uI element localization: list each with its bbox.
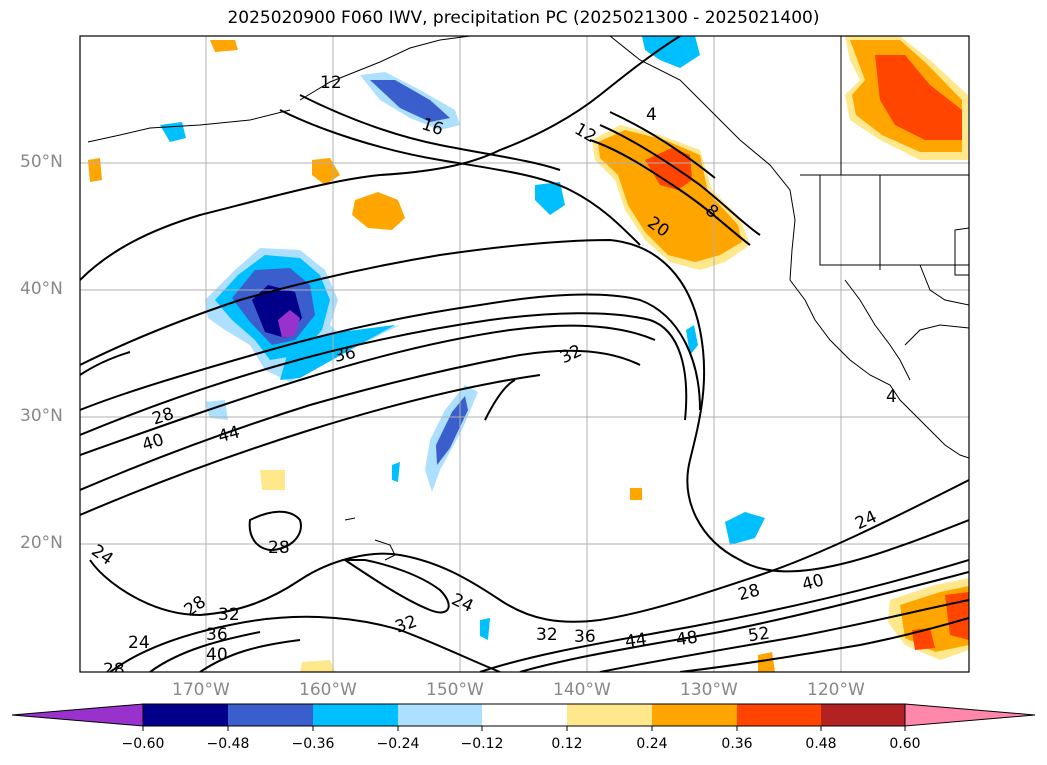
longitude-label: 120°W: [807, 680, 865, 700]
colorbar-segment: [821, 704, 905, 726]
map-frame: [79, 35, 970, 673]
latitude-label: 50°N: [20, 152, 63, 172]
colorbar: [11, 703, 1036, 731]
colorbar-tick-label: −0.60: [121, 736, 165, 752]
colorbar-tick-label: −0.12: [460, 736, 504, 752]
contour-label: 36: [206, 625, 228, 645]
colorbar-tick-label: 0.48: [805, 736, 837, 752]
map-title: 2025020900 F060 IWV, precipitation PC (2…: [227, 8, 820, 28]
contour-label: 28: [268, 538, 290, 558]
contour-label: 32: [536, 625, 558, 645]
iwv-contours: [80, 36, 969, 672]
colorbar-extend-max: [904, 703, 1036, 727]
contour-label: 28: [103, 660, 125, 680]
colorbar-segment: [143, 704, 228, 726]
longitude-label: 150°W: [426, 680, 484, 700]
longitude-label: 140°W: [553, 680, 611, 700]
contour-label: 4: [646, 105, 657, 125]
contour-label: 40: [206, 645, 228, 665]
map-panel: 12 16 12 4 8 20 36 32 28 40 44 24 28 24 …: [80, 36, 969, 680]
longitude-label: 160°W: [299, 680, 357, 700]
contour-label: 48: [675, 627, 699, 650]
colorbar-tick-label: 0.60: [889, 736, 921, 752]
colorbar-tick-label: 0.12: [551, 736, 583, 752]
colorbar-segment: [652, 704, 737, 726]
contour-label: 52: [747, 623, 771, 646]
coastlines: [87, 36, 969, 561]
colorbar-segment: [228, 704, 313, 726]
longitude-label: 130°W: [680, 680, 738, 700]
contour-label: 4: [886, 387, 897, 407]
contour-label: 24: [128, 633, 150, 653]
precip-shading: [88, 36, 969, 672]
colorbar-extend-min: [11, 703, 144, 727]
contour-label: 32: [218, 605, 240, 625]
latitude-label: 40°N: [20, 279, 63, 299]
colorbar-tick-label: −0.48: [206, 736, 250, 752]
colorbar-tick-label: −0.36: [291, 736, 335, 752]
colorbar-segment: [313, 704, 398, 726]
latitude-label: 30°N: [20, 406, 63, 426]
colorbar-tick-label: 0.36: [721, 736, 753, 752]
contour-label: 36: [574, 627, 596, 647]
contour-label: 44: [624, 629, 648, 652]
contour-label: 36: [332, 343, 357, 367]
colorbar-segment: [398, 704, 482, 726]
longitude-label: 170°W: [172, 680, 230, 700]
colorbar-segment: [482, 704, 567, 726]
contour-labels: 12 16 12 4 8 20 36 32 28 40 44 24 28 24 …: [87, 73, 897, 680]
latitude-label: 20°N: [20, 533, 63, 553]
colorbar-tick-label: −0.24: [376, 736, 420, 752]
colorbar-segment: [737, 704, 821, 726]
colorbar-segment: [567, 704, 652, 726]
colorbar-tick-label: 0.24: [636, 736, 668, 752]
contour-label: 12: [320, 73, 342, 93]
